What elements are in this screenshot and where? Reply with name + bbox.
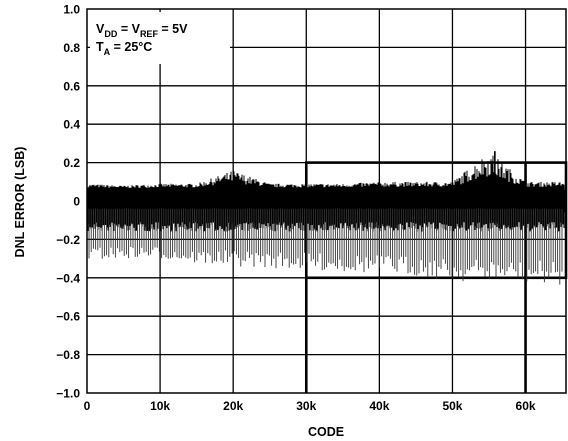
x-tick-label: 10k	[150, 399, 170, 413]
x-tick-label: 50k	[442, 399, 462, 413]
y-tick-label: −1.0	[56, 387, 80, 401]
x-axis-label: CODE	[308, 425, 344, 439]
x-tick-label: 40k	[369, 399, 389, 413]
dnl-series	[87, 151, 565, 285]
y-axis-label: DNL ERROR (LSB)	[13, 147, 27, 258]
y-tick-label: 1.0	[63, 3, 80, 17]
annotation-line-1: VDD = VREF = 5V	[96, 22, 188, 39]
y-tick-label: −0.6	[56, 310, 80, 324]
y-tick-label: −0.4	[56, 271, 80, 285]
y-tick-label: 0.6	[63, 79, 80, 93]
x-tick-labels: 0 10k 20k 30k 40k 50k 60k	[84, 399, 536, 413]
y-tick-label: 0.4	[63, 118, 80, 132]
y-tick-labels: 1.0 0.8 0.6 0.4 0.2 0 −0.2 −0.4 −0.6 −0.8 −1.0	[56, 3, 80, 401]
x-tick-label: 60k	[516, 399, 536, 413]
annotation-line-2: TA = 25°C	[96, 40, 152, 57]
y-tick-label: 0	[73, 195, 80, 209]
annotation: VDD = VREF = 5V TA = 25°C	[90, 12, 230, 64]
x-tick-label: 30k	[296, 399, 316, 413]
y-tick-label: 0.8	[63, 41, 80, 55]
dnl-negative-spikes	[88, 208, 563, 285]
dnl-noise	[87, 155, 565, 232]
annotation-background	[90, 12, 230, 64]
y-tick-label: 0.2	[63, 156, 80, 170]
y-tick-label: −0.8	[56, 348, 80, 362]
x-tick-label: 20k	[223, 399, 243, 413]
x-tick-label: 0	[84, 399, 91, 413]
y-tick-label: −0.2	[56, 233, 80, 247]
